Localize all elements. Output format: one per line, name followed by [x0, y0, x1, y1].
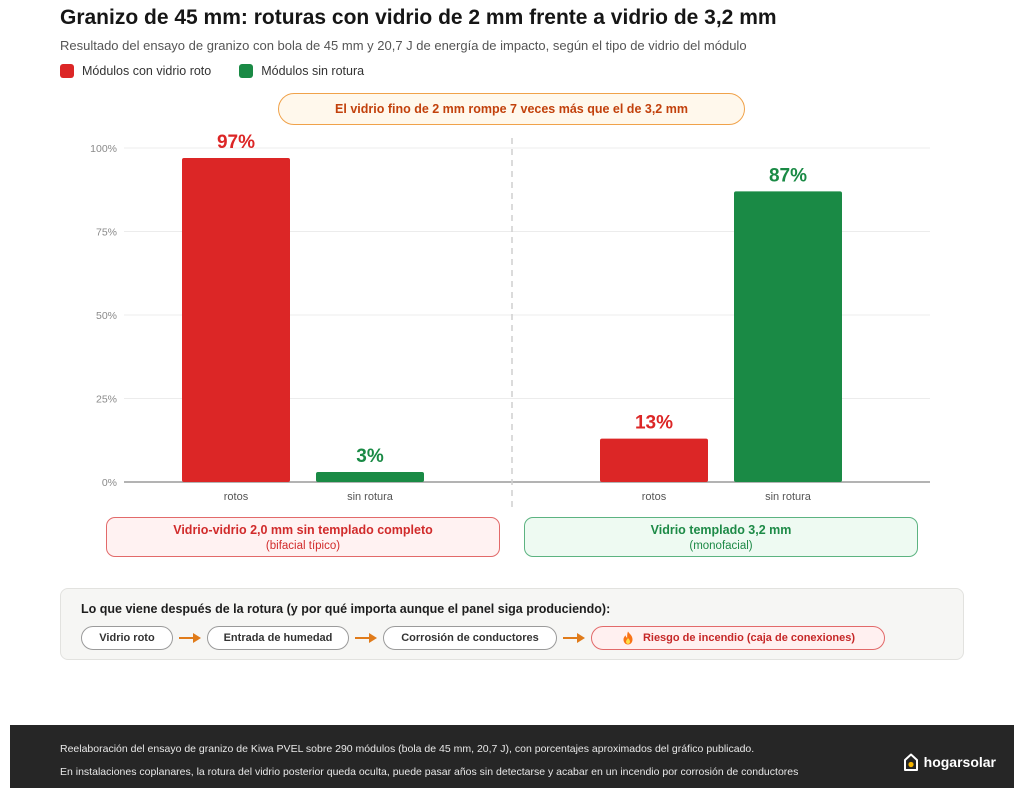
- key-finding-callout: El vidrio fino de 2 mm rompe 7 veces más…: [278, 93, 745, 125]
- bar-value-label: 3%: [356, 446, 384, 467]
- legend: Módulos con vidrio roto Módulos sin rotu…: [60, 64, 392, 78]
- group-subtitle-3-2mm: (monofacial): [689, 539, 753, 552]
- step-moisture-ingress: Entrada de humedad: [207, 626, 349, 650]
- bar: [734, 191, 842, 483]
- bar-chart: 0% 25% 50% 75% 100% 97% rotos 3% sin rotura 13% ro…: [90, 132, 930, 512]
- footer: Reelaboración del ensayo de granizo de K…: [10, 725, 1014, 788]
- step-fire-risk: Riesgo de incendio (caja de conexiones): [591, 626, 885, 650]
- legend-item-intact: Módulos sin rotura: [239, 64, 364, 78]
- group-subtitle-2mm: (bifacial típico): [265, 539, 341, 552]
- y-tick-label: 100%: [90, 143, 117, 155]
- footer-source-note: Reelaboración del ensayo de granizo de K…: [60, 743, 755, 755]
- legend-swatch-broken: [60, 64, 74, 78]
- consequences-panel: Lo que viene después de la rotura (y por…: [60, 588, 964, 660]
- x-category-label: rotos: [224, 491, 249, 503]
- group-name-3-2mm: Vidrio templado 3,2 mm: [650, 522, 792, 537]
- legend-label-intact: Módulos sin rotura: [261, 64, 365, 78]
- step-fire-risk-label: Riesgo de incendio (caja de conexiones): [642, 632, 856, 644]
- bar-value-label: 87%: [769, 165, 807, 186]
- x-category-label: rotos: [642, 491, 667, 503]
- chart-title: Granizo de 45 mm: roturas con vidrio de …: [60, 6, 777, 29]
- house-sun-icon: [903, 753, 918, 771]
- group-label-2mm: Vidrio-vidrio 2,0 mm sin templado comple…: [106, 517, 500, 557]
- y-tick-label: 25%: [96, 394, 117, 406]
- legend-label-broken: Módulos con vidrio roto: [82, 64, 212, 78]
- arrow-right-icon: [557, 633, 591, 643]
- bar: [316, 471, 424, 482]
- bar-value-label: 97%: [217, 132, 255, 153]
- footer-warning-note: En instalaciones coplanares, la rotura d…: [60, 766, 799, 778]
- x-category-label: sin rotura: [765, 491, 812, 503]
- group-label-3-2mm: Vidrio templado 3,2 mm (monofacial): [524, 517, 918, 557]
- y-tick-label: 50%: [96, 310, 117, 322]
- consequences-flow: Vidrio roto Entrada de humedad Corrosión…: [81, 626, 885, 650]
- brand-logo: hogarsolar: [903, 753, 996, 771]
- y-tick-label: 75%: [96, 227, 117, 239]
- legend-item-broken: Módulos con vidrio roto: [60, 64, 211, 78]
- bar: [600, 438, 708, 482]
- consequences-title: Lo que viene después de la rotura (y por…: [81, 602, 611, 616]
- legend-swatch-intact: [239, 64, 254, 78]
- step-broken-glass: Vidrio roto: [81, 626, 173, 650]
- arrow-right-icon: [173, 633, 207, 643]
- arrow-right-icon: [349, 633, 383, 643]
- group-name-2mm: Vidrio-vidrio 2,0 mm sin templado comple…: [173, 522, 433, 537]
- bar: [182, 158, 290, 482]
- chart-subtitle: Resultado del ensayo de granizo con bola…: [60, 38, 747, 53]
- x-category-label: sin rotura: [347, 491, 394, 503]
- brand-name: hogarsolar: [923, 754, 996, 770]
- step-conductor-corrosion: Corrosión de conductores: [383, 626, 557, 650]
- fire-icon: [623, 631, 633, 645]
- y-tick-label: 0%: [102, 477, 117, 489]
- bar-value-label: 13%: [635, 413, 673, 434]
